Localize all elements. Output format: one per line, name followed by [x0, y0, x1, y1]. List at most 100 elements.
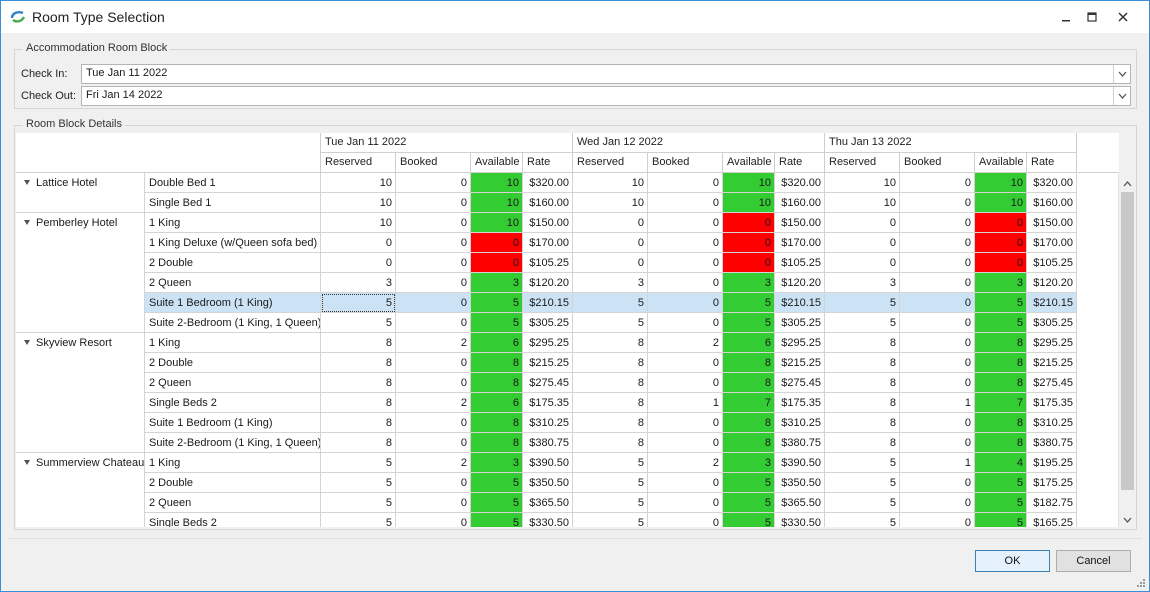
- booked-cell[interactable]: 0: [900, 333, 975, 353]
- room-type-cell[interactable]: 1 King: [145, 333, 321, 353]
- reserved-cell[interactable]: 8: [825, 353, 900, 373]
- available-cell[interactable]: 5: [975, 313, 1027, 333]
- booked-cell[interactable]: 2: [648, 333, 723, 353]
- room-type-cell[interactable]: Single Beds 2: [145, 513, 321, 527]
- room-grid[interactable]: Tue Jan 11 2022 Reserved Booked Available Ra…: [16, 133, 1119, 527]
- table-row[interactable]: 1 King 8 2 6 $295.25 8 2 6 $295.25 8 0 8 $295.25: [16, 333, 1078, 353]
- rate-cell[interactable]: $105.25: [775, 253, 825, 273]
- available-cell[interactable]: 5: [723, 493, 775, 513]
- reserved-cell[interactable]: 0: [573, 213, 648, 233]
- room-type-cell[interactable]: 2 Double: [145, 473, 321, 493]
- column-header-booked[interactable]: Booked: [396, 153, 471, 173]
- rate-cell[interactable]: $165.25: [1027, 513, 1077, 527]
- close-icon[interactable]: [1113, 7, 1133, 27]
- booked-cell[interactable]: 0: [648, 313, 723, 333]
- reserved-cell[interactable]: 10: [825, 193, 900, 213]
- available-cell[interactable]: 10: [471, 213, 523, 233]
- reserved-cell[interactable]: 5: [321, 453, 396, 473]
- available-cell[interactable]: 10: [975, 173, 1027, 193]
- reserved-cell[interactable]: 0: [573, 233, 648, 253]
- available-cell[interactable]: 0: [723, 253, 775, 273]
- rate-cell[interactable]: $175.35: [775, 393, 825, 413]
- booked-cell[interactable]: 1: [900, 453, 975, 473]
- rate-cell[interactable]: $320.00: [1027, 173, 1077, 193]
- table-row[interactable]: Suite 1 Bedroom (1 King) 8 0 8 $310.25 8 0 8 $31…: [16, 413, 1078, 433]
- booked-cell[interactable]: 0: [396, 233, 471, 253]
- booked-cell[interactable]: 0: [648, 433, 723, 453]
- hotel-group-cell[interactable]: Skyview Resort: [16, 333, 145, 453]
- rate-cell[interactable]: $120.20: [1027, 273, 1077, 293]
- booked-cell[interactable]: 0: [900, 273, 975, 293]
- room-type-cell[interactable]: 2 Queen: [145, 273, 321, 293]
- reserved-cell[interactable]: 0: [825, 213, 900, 233]
- booked-cell[interactable]: 0: [396, 493, 471, 513]
- reserved-cell[interactable]: 10: [321, 173, 396, 193]
- reserved-cell[interactable]: 5: [321, 493, 396, 513]
- reserved-cell[interactable]: 0: [825, 253, 900, 273]
- booked-cell[interactable]: 0: [648, 233, 723, 253]
- booked-cell[interactable]: 0: [900, 213, 975, 233]
- rate-cell[interactable]: $175.35: [523, 393, 573, 413]
- rate-cell[interactable]: $160.00: [1027, 193, 1077, 213]
- rate-cell[interactable]: $182.75: [1027, 493, 1077, 513]
- booked-cell[interactable]: 0: [900, 253, 975, 273]
- reserved-cell[interactable]: 5: [825, 513, 900, 527]
- available-cell[interactable]: 6: [471, 333, 523, 353]
- rate-cell[interactable]: $150.00: [775, 213, 825, 233]
- room-type-cell[interactable]: 2 Queen: [145, 373, 321, 393]
- column-header-rate[interactable]: Rate: [1027, 153, 1077, 173]
- available-cell[interactable]: 10: [723, 173, 775, 193]
- table-row[interactable]: Double Bed 1 10 0 10 $320.00 10 0 10 $320.00 10 0 1…: [16, 173, 1078, 193]
- vertical-scrollbar[interactable]: [1118, 174, 1136, 527]
- rate-cell[interactable]: $170.00: [775, 233, 825, 253]
- column-header-available[interactable]: Available: [975, 153, 1027, 173]
- reserved-cell[interactable]: 8: [825, 433, 900, 453]
- available-cell[interactable]: 5: [471, 513, 523, 527]
- rate-cell[interactable]: $120.20: [523, 273, 573, 293]
- booked-cell[interactable]: 0: [648, 413, 723, 433]
- room-type-cell[interactable]: Suite 2-Bedroom (1 King, 1 Queen): [145, 313, 321, 333]
- booked-cell[interactable]: 0: [648, 493, 723, 513]
- rate-cell[interactable]: $160.00: [775, 193, 825, 213]
- column-header-available[interactable]: Available: [471, 153, 523, 173]
- column-header-reserved[interactable]: Reserved: [573, 153, 648, 173]
- scroll-down-icon[interactable]: [1123, 514, 1132, 523]
- reserved-cell[interactable]: 10: [573, 193, 648, 213]
- available-cell[interactable]: 5: [723, 473, 775, 493]
- checkin-combo[interactable]: Tue Jan 11 2022: [81, 64, 1131, 84]
- booked-cell[interactable]: 0: [396, 273, 471, 293]
- reserved-cell[interactable]: 5: [825, 453, 900, 473]
- available-cell[interactable]: 5: [471, 493, 523, 513]
- booked-cell[interactable]: 0: [396, 473, 471, 493]
- available-cell[interactable]: 8: [975, 433, 1027, 453]
- rate-cell[interactable]: $170.00: [523, 233, 573, 253]
- available-cell[interactable]: 5: [975, 513, 1027, 527]
- reserved-cell[interactable]: 8: [825, 413, 900, 433]
- reserved-cell[interactable]: 10: [573, 173, 648, 193]
- rate-cell[interactable]: $320.00: [523, 173, 573, 193]
- table-row[interactable]: Suite 2-Bedroom (1 King, 1 Queen) 5 0 5 $305…: [16, 313, 1078, 333]
- booked-cell[interactable]: 1: [648, 393, 723, 413]
- reserved-cell[interactable]: 5: [825, 293, 900, 313]
- reserved-cell[interactable]: 8: [825, 333, 900, 353]
- rate-cell[interactable]: $350.50: [523, 473, 573, 493]
- booked-cell[interactable]: 0: [648, 373, 723, 393]
- available-cell[interactable]: 5: [471, 313, 523, 333]
- room-type-cell[interactable]: Single Bed 1: [145, 193, 321, 213]
- table-row[interactable]: 1 King Deluxe (w/Queen sofa bed) 0 0 0 $170.…: [16, 233, 1078, 253]
- booked-cell[interactable]: 0: [900, 433, 975, 453]
- collapse-triangle-icon[interactable]: [24, 340, 30, 345]
- available-cell[interactable]: 5: [975, 473, 1027, 493]
- booked-cell[interactable]: 0: [396, 313, 471, 333]
- available-cell[interactable]: 0: [723, 213, 775, 233]
- reserved-cell[interactable]: 5: [321, 313, 396, 333]
- checkout-combo[interactable]: Fri Jan 14 2022: [81, 86, 1131, 106]
- rate-cell[interactable]: $215.25: [523, 353, 573, 373]
- reserved-cell[interactable]: 8: [321, 433, 396, 453]
- available-cell[interactable]: 3: [975, 273, 1027, 293]
- rate-cell[interactable]: $210.15: [775, 293, 825, 313]
- booked-cell[interactable]: 0: [396, 433, 471, 453]
- booked-cell[interactable]: 0: [648, 273, 723, 293]
- reserved-cell[interactable]: 5: [825, 493, 900, 513]
- rate-cell[interactable]: $390.50: [523, 453, 573, 473]
